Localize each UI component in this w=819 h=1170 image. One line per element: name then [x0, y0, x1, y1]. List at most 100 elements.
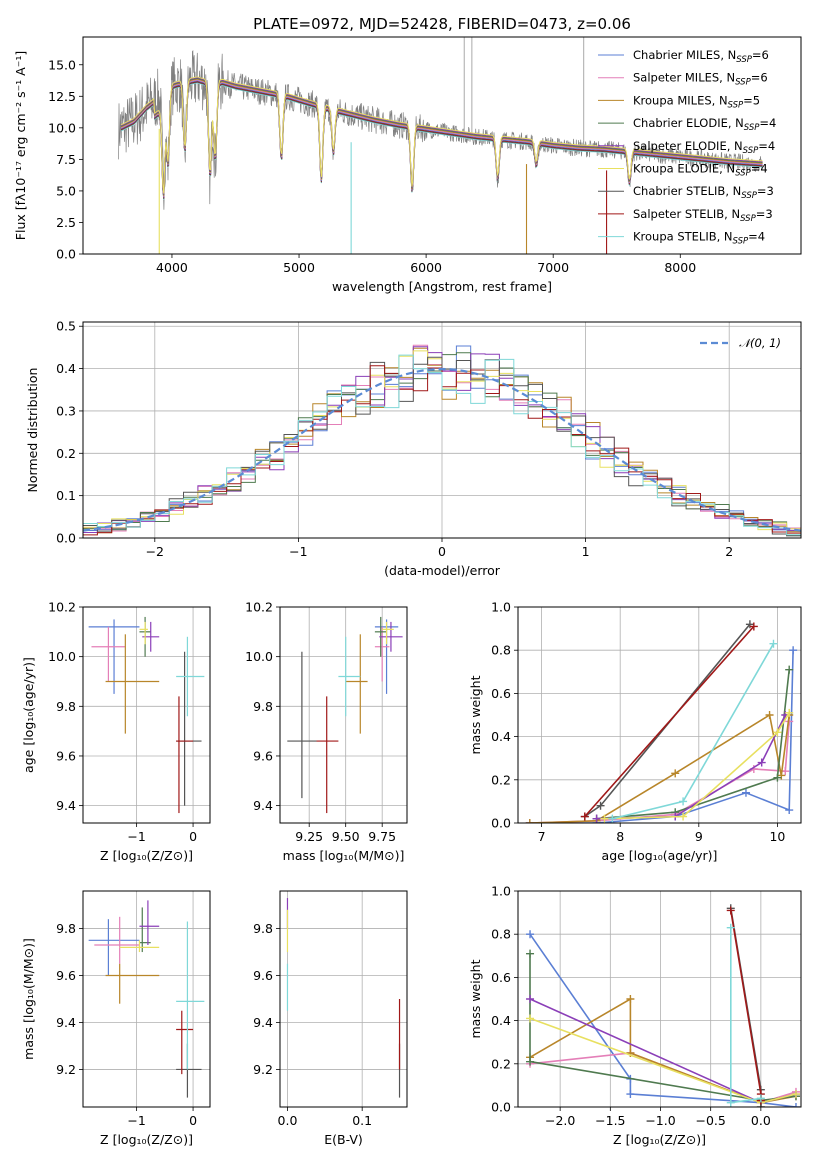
x-tick-label: 8 [616, 829, 624, 844]
model-spectrum-chabrier-miles [120, 80, 763, 198]
x-tick-label: 0.0 [278, 1113, 298, 1128]
x-tick-label: 10 [769, 829, 785, 844]
axes-frame [82, 890, 211, 1108]
weight-marker [600, 814, 609, 823]
y-tick-label: 9.6 [56, 748, 76, 763]
weight-marker [596, 801, 605, 810]
weight-line [529, 713, 790, 823]
x-axis-label: Z [log₁₀(Z/Z⊙)] [100, 848, 193, 863]
x-axis-label: E(B-V) [324, 1132, 363, 1147]
axes-frame [82, 36, 802, 255]
weight-marker [526, 930, 535, 939]
weight-marker [773, 773, 782, 782]
weight-series-salpeter-stelib [580, 622, 758, 821]
y-tick-label: 10.2 [245, 600, 273, 615]
y-tick-label: 12.5 [48, 89, 76, 104]
axes-frame [279, 606, 408, 824]
errorbar-salpeter-elodie [379, 621, 403, 652]
model-spectrum-kroupa-stelib [120, 82, 763, 200]
y-tick-label: 0.3 [56, 403, 76, 418]
y-tick-label: 0.6 [491, 970, 511, 985]
x-tick-label: 9.25 [295, 829, 323, 844]
weight-marker [526, 1057, 535, 1066]
y-tick-label: 0.1 [56, 488, 76, 503]
grid [280, 891, 407, 1107]
x-axis-label: mass [log₁₀(M/M⊙)] [283, 848, 405, 863]
legend-count: =5 [743, 93, 760, 107]
ticks: −2 −1 0 1 2 0.0 0.1 0.2 0.3 0.4 0.5 [56, 319, 733, 559]
y-axis-label: mass weight [468, 675, 483, 754]
model-spectrum-kroupa-miles [120, 78, 763, 196]
y-tick-label: 7.5 [56, 152, 76, 167]
y-tick-label: 0.2 [56, 446, 76, 461]
legend-label-kroupa-stelib: Kroupa STELIB, NSSP=4 [633, 230, 765, 247]
weight-line [730, 910, 762, 1101]
figure-title: PLATE=0972, MJD=52428, FIBERID=0473, z=0… [253, 15, 631, 33]
y-tick-label: 9.4 [56, 1015, 76, 1030]
weight-line [529, 997, 797, 1104]
legend-subscript: SSP [744, 123, 760, 133]
y-tick-label: 0.4 [491, 729, 511, 744]
legend-label-chabrier-elodie: Chabrier ELODIE, NSSP=4 [633, 116, 776, 133]
weight-line [529, 998, 797, 1104]
legend-count: =4 [759, 116, 776, 130]
x-tick-label: 9 [695, 829, 703, 844]
y-tick-label: 9.8 [56, 921, 76, 936]
y-tick-label: 9.8 [253, 921, 273, 936]
legend: 𝒩(0, 1) [700, 336, 781, 350]
y-tick-label: 9.6 [253, 748, 273, 763]
panel-age-vs-Z: −1 0 9.4 9.6 9.8 10.0 10.2 Z [log₁₀(Z/Z⊙)] age [… [21, 600, 211, 863]
weight-line [604, 712, 790, 820]
y-tick-label: 0.8 [491, 927, 511, 942]
x-tick-label: 6000 [410, 260, 442, 275]
panel-mass-vs-ebv: 0.0 0.1 9.2 9.4 9.6 9.8 E(B-V) [253, 890, 408, 1147]
errorbar-kroupa-stelib [176, 921, 205, 1070]
legend-count: =4 [751, 162, 768, 176]
y-tick-label: 9.6 [253, 968, 273, 983]
legend-count: =3 [757, 184, 774, 198]
y-axis-label: age [log₁₀(age/yr)] [21, 657, 36, 773]
x-tick-label: 1 [582, 544, 590, 559]
errorbar-kroupa-miles [105, 634, 160, 734]
model-spectrum-salpeter-elodie [120, 77, 763, 195]
panel-weight-vs-age: 7 8 9 10 0.0 0.2 0.4 0.6 0.8 1.0 age [log₁₀(age/yr… [468, 600, 802, 863]
y-tick-label: 0.0 [56, 247, 76, 262]
x-axis-label: age [log₁₀(age/yr)] [602, 848, 718, 863]
x-tick-label: 0.1 [352, 1113, 372, 1128]
x-tick-label: 2 [725, 544, 733, 559]
x-axis-label: Z [log₁₀(Z/Z⊙)] [613, 1132, 706, 1147]
legend: Chabrier MILES, NSSP=6 Salpeter MILES, NS… [598, 48, 776, 247]
weight-line [584, 625, 755, 818]
x-tick-label: −1 [127, 829, 145, 844]
weight-marker [749, 622, 758, 631]
x-tick-label: 5000 [283, 260, 315, 275]
legend-subscript: SSP [740, 214, 756, 224]
y-tick-label: 1.0 [491, 884, 511, 899]
grid [518, 606, 801, 824]
model-spectrum-salpeter-stelib [120, 80, 763, 199]
legend-label-chabrier-stelib: Chabrier STELIB, NSSP=3 [633, 184, 774, 201]
weight-marker [526, 995, 535, 1003]
plot-layer: 4000 5000 6000 7000 80000.02.55.07.510.012.5… [13, 36, 802, 1147]
y-tick-label: 10.2 [48, 600, 76, 615]
weight-marker [526, 1014, 535, 1023]
x-axis-label: wavelength [Angstrom, rest frame] [332, 279, 552, 294]
y-tick-label: 0.6 [491, 686, 511, 701]
legend-subscript: SSP [733, 237, 749, 247]
plot-area [525, 620, 798, 823]
y-axis-label: mass weight [468, 959, 483, 1038]
x-tick-label: 9.50 [332, 829, 360, 844]
x-tick-label: 7 [538, 829, 546, 844]
x-tick-label: −1 [289, 544, 307, 559]
legend-subscript: SSP [736, 55, 752, 65]
y-axis-label: Flux [fλ10⁻¹⁷ erg cm⁻² s⁻¹ A⁻¹] [13, 51, 28, 240]
panel-weight-vs-Z: −2.0 −1.5 −1.0 −0.5 0.0 0.0 0.2 0.4 0.6 0.8 1.0 Z [… [468, 884, 802, 1147]
x-tick-label: −2.0 [545, 1113, 575, 1128]
errorbar-kroupa-stelib [338, 636, 361, 717]
weight-line [529, 953, 797, 1102]
weight-marker [726, 923, 735, 932]
errorbar-chabrier-stelib [176, 1043, 202, 1098]
legend-subscript: SSP [743, 146, 759, 156]
legend-subscript: SSP [735, 78, 751, 88]
